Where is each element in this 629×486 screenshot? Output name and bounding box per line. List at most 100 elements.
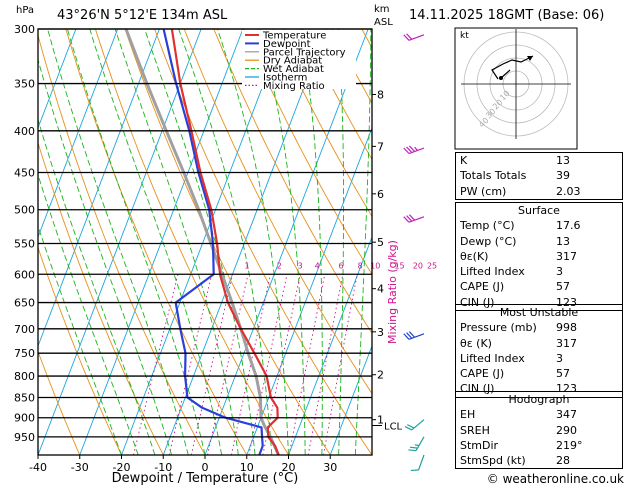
wet-adiabat-line <box>354 29 372 455</box>
index-value: 13 <box>556 154 570 167</box>
surface-value: 3 <box>556 265 563 279</box>
indices-box: K 13 Totals Totals 39 PW (cm) 2.03 <box>455 152 623 200</box>
wind-barb <box>403 214 425 223</box>
pressure-tick-label: 900 <box>14 412 35 425</box>
wind-barb-flag <box>414 146 418 151</box>
hodograph-storm-motion <box>499 76 503 80</box>
wet-adiabat-line <box>38 57 173 455</box>
mixing-ratio-tick-label: 15 <box>394 261 404 270</box>
isotherm-line <box>288 235 372 455</box>
surface-label: CAPE (J) <box>460 280 505 294</box>
most-unstable-value: 317 <box>556 336 577 350</box>
legend-item-label: Isotherm <box>263 73 307 84</box>
mixing-ratio-tick-label: 25 <box>427 261 437 270</box>
pressure-tick-label: 550 <box>14 237 35 250</box>
hodograph-value: 219° <box>556 438 583 452</box>
hodograph-title: Hodograph <box>508 393 570 406</box>
most-unstable-value: 123 <box>556 382 577 396</box>
dry-adiabat-line <box>38 350 81 455</box>
legend-item-label: Wet Adiabat <box>263 64 324 75</box>
wind-barb-flag <box>408 331 416 338</box>
most-unstable-title: Most Unstable <box>499 306 579 319</box>
dewpoint-line <box>162 29 264 455</box>
hodograph-row: StmDir 219° <box>456 438 622 453</box>
mixing-ratio-tick-label: 10 <box>370 261 380 270</box>
wind-barb-flag <box>406 424 415 429</box>
most-unstable-table: Most Unstable Pressure (mb) 998 θε (K) 317 Li… <box>455 304 623 398</box>
surface-label: CIN (J) <box>460 295 495 309</box>
x-tick-label: -40 <box>29 461 47 474</box>
dry-adiabat-line <box>242 29 372 276</box>
mixing-ratio-tick-label: 20 <box>413 261 423 270</box>
wind-barb-flag <box>414 444 420 447</box>
km-unit: km <box>374 4 390 15</box>
pressure-tick-label: 450 <box>14 166 35 179</box>
km-tick-label: 2 <box>377 369 384 382</box>
x-tick-label: 0 <box>202 461 209 474</box>
pressure-tick-label: 300 <box>14 23 35 36</box>
hodograph-row: EH 347 <box>456 407 622 422</box>
index-label: Totals Totals <box>460 169 527 183</box>
wind-barb <box>408 436 425 452</box>
x-tick-label: -10 <box>154 461 172 474</box>
surface-row: CAPE (J) 57 <box>456 279 622 294</box>
x-tick-label: -20 <box>113 461 131 474</box>
surface-value: 57 <box>556 280 570 294</box>
surface-value: 317 <box>556 249 577 263</box>
isotherm-line <box>38 29 77 130</box>
index-value: 2.03 <box>556 184 581 198</box>
index-label: PW (cm) <box>460 184 507 198</box>
location-label: 43°26'N 5°12'E 134m ASL <box>57 8 228 23</box>
hodograph-row: SREH 290 <box>456 423 622 438</box>
most-unstable-label: CIN (J) <box>460 382 495 396</box>
most-unstable-value: 3 <box>556 351 563 365</box>
wind-barb-flag <box>410 469 419 472</box>
surface-label: θε(K) <box>460 249 489 263</box>
mixing-ratio-line <box>307 274 344 455</box>
mixing-ratio-axis-title: Mixing Ratio (g/kg) <box>386 240 399 344</box>
pressure-tick-label: 400 <box>14 125 35 138</box>
km-tick-label: 6 <box>377 188 384 201</box>
wet-adiabat-line <box>217 29 289 455</box>
surface-row: Lifted Index 3 <box>456 264 622 279</box>
isotherm-line <box>204 29 369 455</box>
hodograph-label: EH <box>460 408 476 422</box>
surface-label: Lifted Index <box>460 265 525 279</box>
isotherm-line <box>38 29 119 239</box>
wind-barb <box>403 33 425 41</box>
surface-label: Dewp (°C) <box>460 234 517 248</box>
isotherm-line <box>329 344 372 455</box>
surface-row: θε(K) 317 <box>456 249 622 264</box>
surface-title: Surface <box>518 204 560 217</box>
most-unstable-value: 57 <box>556 367 570 381</box>
wind-barb-flag <box>403 147 410 154</box>
x-axis-title: Dewpoint / Temperature (°C) <box>112 471 299 486</box>
wind-barb-flag <box>408 449 417 452</box>
isotherm-line <box>38 29 202 455</box>
surface-box: Surface Temp (°C) 17.6 Dewp (°C) 13 θε(K) 317 L… <box>455 202 623 312</box>
pressure-tick-label: 700 <box>14 323 35 336</box>
indices-table: K 13 Totals Totals 39 PW (cm) 2.03 <box>455 152 623 200</box>
wet-adiabat-line <box>89 29 223 455</box>
wind-barb-flag <box>403 216 410 223</box>
most-unstable-label: Pressure (mb) <box>460 321 537 335</box>
km-tick-label: 8 <box>377 88 384 101</box>
mixing-ratio-tick-label: 3 <box>298 261 303 270</box>
index-row: PW (cm) 2.03 <box>456 184 622 199</box>
index-value: 39 <box>556 169 570 183</box>
hodograph-label: StmSpd (kt) <box>460 454 526 468</box>
hodograph-value: 290 <box>556 423 577 437</box>
pressure-tick-label: 650 <box>14 297 35 310</box>
pressure-tick-label: 800 <box>14 370 35 383</box>
most-unstable-box: Most Unstable Pressure (mb) 998 θε (K) 317 Li… <box>455 304 623 398</box>
wind-barb <box>404 419 425 431</box>
asl-unit: ASL <box>374 17 393 28</box>
km-tick-label: 5 <box>377 236 384 249</box>
most-unstable-value: 998 <box>556 321 577 335</box>
isotherm-line <box>246 126 372 455</box>
legend-item-label: Mixing Ratio <box>263 81 325 92</box>
wind-barb-flag <box>408 145 416 152</box>
most-unstable-row: CAPE (J) 57 <box>456 366 622 381</box>
mixing-ratio-line <box>288 274 326 455</box>
wet-adiabat-line <box>259 29 306 455</box>
